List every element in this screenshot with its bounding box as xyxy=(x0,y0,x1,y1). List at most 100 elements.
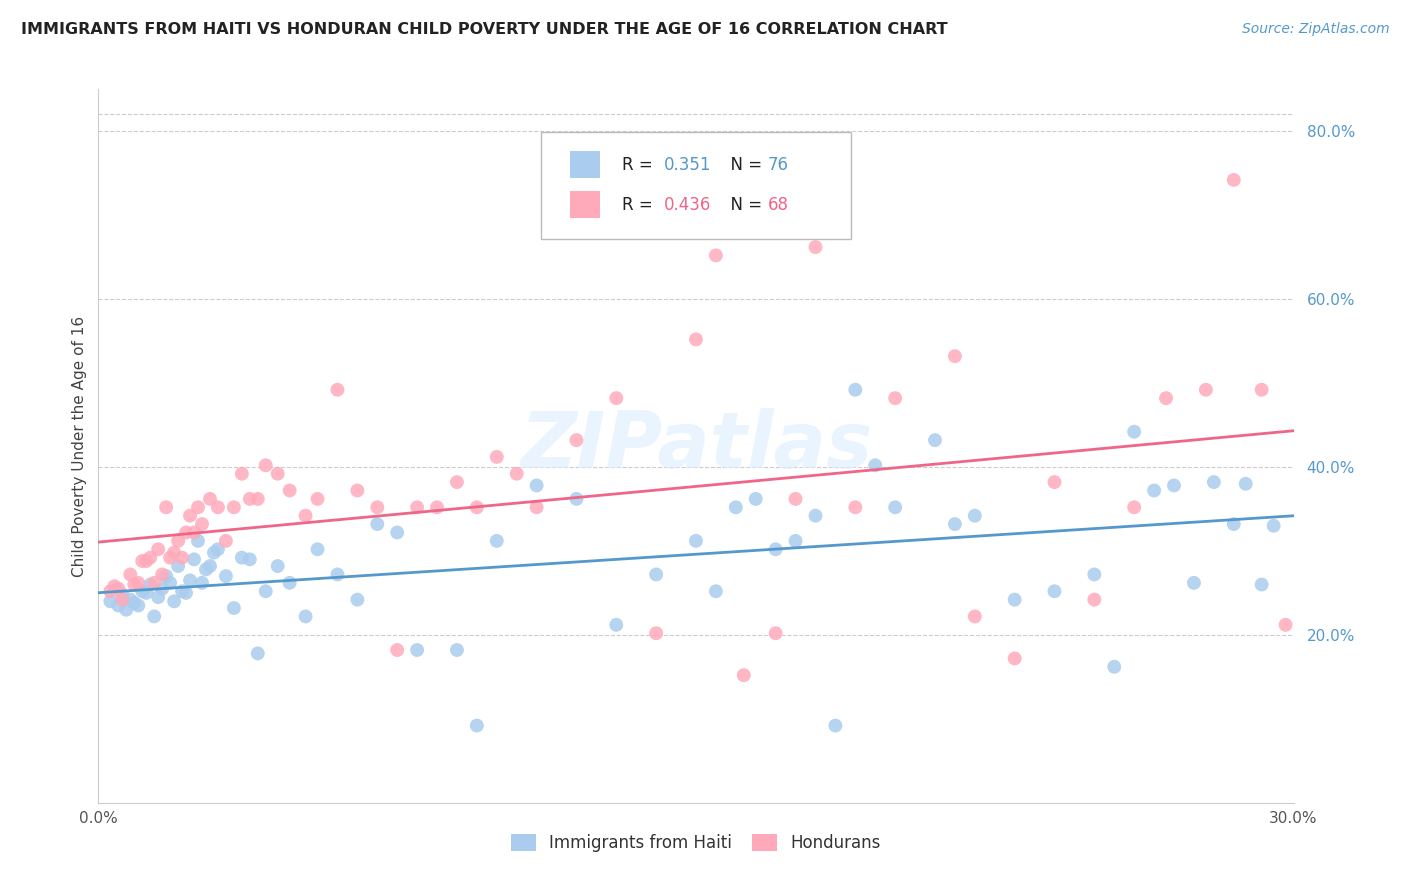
Point xyxy=(385,643,409,657)
Text: Source: ZipAtlas.com: Source: ZipAtlas.com xyxy=(1241,22,1389,37)
Point xyxy=(222,601,245,615)
Point xyxy=(605,391,627,405)
Point xyxy=(785,533,807,548)
Point xyxy=(765,542,787,557)
Point xyxy=(167,559,190,574)
Point xyxy=(326,383,349,397)
Point xyxy=(207,542,229,557)
Text: 0.351: 0.351 xyxy=(664,156,711,174)
Point xyxy=(465,500,488,515)
Point xyxy=(346,483,368,498)
Text: R =: R = xyxy=(621,195,658,213)
Point xyxy=(943,349,966,363)
Point xyxy=(526,478,548,492)
Point xyxy=(745,491,768,506)
Point xyxy=(159,550,181,565)
FancyBboxPatch shape xyxy=(571,152,600,178)
Point xyxy=(222,500,245,515)
Point xyxy=(307,491,329,506)
Point xyxy=(943,517,966,532)
Point xyxy=(127,599,149,613)
Point xyxy=(254,584,277,599)
Point xyxy=(844,500,866,515)
Point xyxy=(385,525,409,540)
Point xyxy=(135,554,157,568)
Point xyxy=(179,508,201,523)
Point xyxy=(485,533,508,548)
Point xyxy=(1004,651,1026,665)
Y-axis label: Child Poverty Under the Age of 16: Child Poverty Under the Age of 16 xyxy=(72,316,87,576)
Point xyxy=(187,500,209,515)
Text: ZIPatlas: ZIPatlas xyxy=(520,408,872,484)
Point xyxy=(446,475,468,489)
Point xyxy=(183,525,205,540)
Point xyxy=(724,500,747,515)
Point xyxy=(174,586,197,600)
Point xyxy=(824,718,846,732)
Point xyxy=(294,508,316,523)
Point xyxy=(150,582,173,596)
Point xyxy=(1250,383,1272,397)
Point xyxy=(267,559,290,574)
Point xyxy=(174,525,197,540)
Point xyxy=(1234,476,1257,491)
Text: IMMIGRANTS FROM HAITI VS HONDURAN CHILD POVERTY UNDER THE AGE OF 16 CORRELATION : IMMIGRANTS FROM HAITI VS HONDURAN CHILD … xyxy=(21,22,948,37)
Point xyxy=(278,575,301,590)
Point xyxy=(1043,475,1066,489)
Point xyxy=(1223,173,1246,187)
Point xyxy=(426,500,449,515)
Point xyxy=(645,626,668,640)
Point xyxy=(143,609,166,624)
Point xyxy=(207,500,229,515)
Point xyxy=(733,668,755,682)
Point xyxy=(195,562,218,576)
Point xyxy=(155,500,177,515)
Point xyxy=(239,552,262,566)
Point xyxy=(131,554,153,568)
Point xyxy=(139,550,162,565)
Point xyxy=(645,567,668,582)
Point xyxy=(366,517,388,532)
Point xyxy=(924,433,946,447)
Point xyxy=(139,577,162,591)
Point xyxy=(155,569,177,583)
Point xyxy=(406,643,429,657)
Point xyxy=(135,586,157,600)
Point xyxy=(884,391,907,405)
Point xyxy=(366,500,388,515)
Point xyxy=(191,575,214,590)
Point xyxy=(1104,660,1126,674)
Point xyxy=(231,550,253,565)
Point xyxy=(202,546,225,560)
Point xyxy=(1274,617,1296,632)
Point xyxy=(254,458,277,473)
Point xyxy=(1250,577,1272,591)
Legend: Immigrants from Haiti, Hondurans: Immigrants from Haiti, Hondurans xyxy=(505,827,887,859)
Point xyxy=(103,579,125,593)
Point xyxy=(406,500,429,515)
Point xyxy=(446,643,468,657)
Point xyxy=(167,533,190,548)
Point xyxy=(506,467,529,481)
Text: N =: N = xyxy=(720,195,768,213)
Point xyxy=(107,599,129,613)
Point xyxy=(1182,575,1205,590)
FancyBboxPatch shape xyxy=(541,132,852,239)
Point xyxy=(120,592,142,607)
Point xyxy=(1083,592,1105,607)
Point xyxy=(1154,391,1177,405)
Point xyxy=(115,603,138,617)
Point xyxy=(148,542,170,557)
Point xyxy=(179,574,201,588)
Point xyxy=(346,592,368,607)
Point xyxy=(685,332,707,346)
Point xyxy=(107,582,129,596)
Point xyxy=(215,569,238,583)
Point xyxy=(307,542,329,557)
Point xyxy=(865,458,887,473)
Text: R =: R = xyxy=(621,156,658,174)
Point xyxy=(1223,517,1246,532)
Point xyxy=(465,718,488,732)
Point xyxy=(111,592,134,607)
Point xyxy=(278,483,301,498)
